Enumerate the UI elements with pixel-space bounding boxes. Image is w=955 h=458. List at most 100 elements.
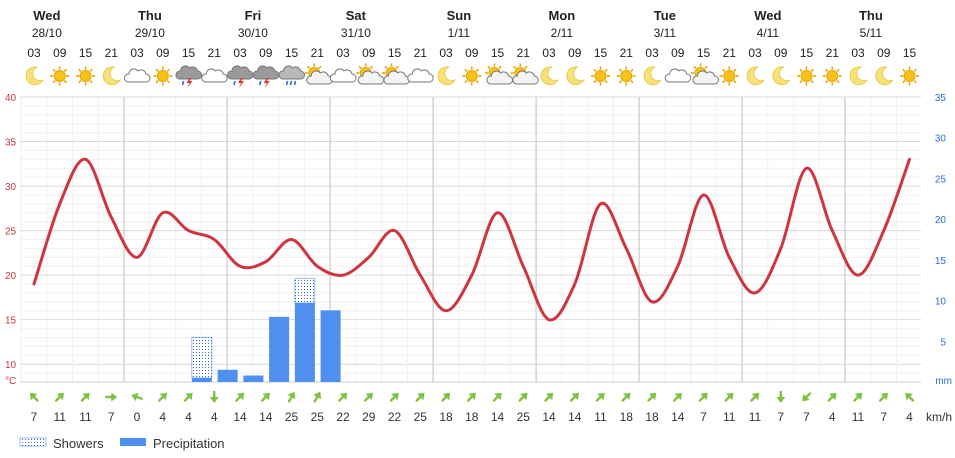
moon-shape [875, 66, 894, 86]
hour-label: 21 [620, 46, 634, 60]
thunderstorm-icon [227, 65, 254, 88]
temperature-tick-label: 35 [5, 138, 17, 149]
cloud-icon [330, 68, 357, 83]
rain-drop [233, 80, 236, 86]
precipitation-bar [217, 369, 238, 382]
temperature-tick-label: 40 [5, 93, 17, 104]
rain-icon [278, 65, 305, 86]
sun-ray [524, 65, 528, 69]
wind-arrow-head [776, 397, 786, 403]
legend: Showers Precipitation [19, 436, 225, 451]
sun-icon [50, 66, 70, 86]
rain-drop [285, 80, 289, 86]
wind-arrow-icon [183, 392, 193, 402]
wind-speed-label: 7 [700, 410, 707, 424]
sun-icon [797, 66, 816, 86]
wind-arrow-icon [724, 392, 734, 402]
precipitation-tick-label: 15 [935, 256, 947, 267]
lightning-bolt [186, 78, 193, 88]
hour-label: 09 [362, 46, 376, 60]
sun-ray [733, 80, 737, 84]
wind-speed-label: 18 [620, 410, 634, 424]
day-name: Wed [33, 8, 60, 23]
precipitation-tick-label: 10 [935, 297, 947, 308]
sun-disc [826, 70, 839, 82]
precipitation-legend-swatch [120, 438, 146, 446]
wind-speed-label: 4 [906, 410, 913, 424]
sun-ray [721, 80, 726, 84]
wind-speed-label: 11 [723, 410, 736, 424]
hour-label: 03 [542, 46, 556, 60]
sun-ray [318, 65, 322, 69]
sun-ray [902, 80, 906, 84]
wind-arrow-head [391, 392, 399, 401]
partly-cloudy-icon [510, 63, 539, 85]
cloud-icon [201, 68, 228, 83]
sun-icon [153, 66, 173, 86]
wind-arrow-icon [750, 392, 760, 402]
precipitation-bars [191, 278, 341, 382]
cloud-shape [252, 65, 280, 80]
moon-shape [437, 66, 456, 86]
wind-speed-label: 7 [880, 410, 887, 424]
sun-ray [630, 68, 634, 72]
partly-cloudy-icon [356, 63, 385, 85]
sun-ray [618, 68, 623, 72]
sun-disc [903, 70, 916, 82]
showers-bar [294, 278, 316, 304]
precipitation-bar [269, 316, 290, 382]
day-date: 29/10 [135, 26, 165, 40]
sun-ray [63, 80, 68, 84]
day-date: 31/10 [341, 26, 371, 40]
temperature-unit-label: °C [5, 376, 16, 387]
wind-arrow-head [313, 391, 322, 400]
precipitation-tick-label: 35 [935, 93, 947, 104]
wind-arrow-head [726, 392, 734, 401]
wind-arrow-head [287, 391, 296, 400]
wind-arrow-head [365, 392, 373, 401]
precipitation-bar [294, 303, 315, 382]
hour-label: 03 [439, 46, 453, 60]
sun-disc [594, 70, 607, 82]
moon-shape [746, 66, 765, 86]
precipitation-legend-label: Precipitation [153, 436, 225, 451]
hour-label: 15 [79, 46, 93, 60]
moon-icon [772, 66, 791, 86]
sun-ray [902, 68, 906, 72]
sun-ray [498, 65, 502, 69]
wind-speed-label: 25 [517, 410, 531, 424]
wind-arrow-icon [802, 392, 812, 402]
sun-ray [475, 80, 480, 84]
wind-speed-label: 4 [829, 410, 836, 424]
sun-ray [464, 80, 468, 84]
wind-arrow-head [82, 392, 90, 401]
wind-speed-label: 7 [803, 410, 810, 424]
day-headers: Wed 28/10 Thu 29/10 Fri 30/10 Sat 31/10 Sun 1/11 M… [32, 8, 883, 40]
wind-speed-label: 7 [31, 410, 38, 424]
wind-arrow-head [854, 392, 863, 401]
wind-arrow-head [159, 392, 167, 401]
wind-speed-label: 14 [671, 410, 685, 424]
sun-icon [76, 66, 95, 86]
moon-shape [102, 66, 122, 86]
hour-label: 15 [903, 46, 917, 60]
hour-label: 03 [748, 46, 762, 60]
sun-ray [306, 65, 311, 69]
sun-icon [616, 66, 636, 86]
precipitation-unit-label: mm [935, 376, 952, 387]
wind-arrow-head [417, 392, 425, 401]
wind-speed-label: 7 [108, 410, 115, 424]
precipitation-axis: 35 30 25 20 15 10 5 mm [935, 93, 952, 387]
wind-arrow-head [29, 392, 38, 401]
moon-icon [643, 66, 662, 86]
wind-arrow-head [468, 392, 476, 401]
wind-arrow-head [571, 392, 579, 401]
sun-disc [53, 70, 66, 82]
sun-ray [89, 80, 93, 84]
wind-speed-label: 11 [594, 410, 607, 424]
sun-ray [78, 80, 82, 84]
moon-icon [437, 66, 456, 86]
cloud-shape [227, 65, 254, 80]
wind-arrow-head [56, 392, 64, 401]
wind-speed-label: 22 [336, 410, 350, 424]
